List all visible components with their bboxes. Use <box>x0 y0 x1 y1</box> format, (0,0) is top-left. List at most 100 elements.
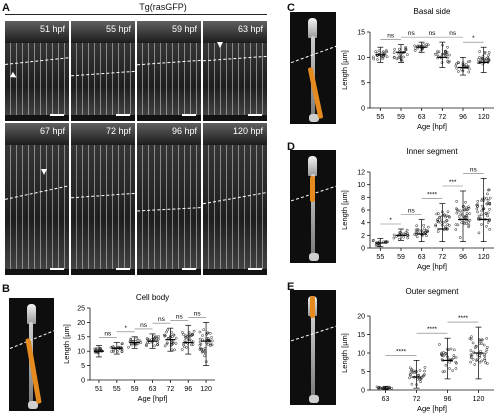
data-point <box>156 340 160 344</box>
x-axis-label: Age [hpf] <box>417 122 447 131</box>
data-point <box>486 192 489 196</box>
x-tick-label: 51 <box>95 386 103 393</box>
data-point <box>480 342 483 345</box>
data-point <box>480 199 483 203</box>
data-point <box>465 215 469 219</box>
data-point <box>165 330 168 334</box>
timepoint-label: 51 hpf <box>39 24 65 34</box>
data-point <box>205 332 208 336</box>
scale-bar <box>50 268 64 270</box>
data-point <box>448 60 451 63</box>
data-point <box>202 328 206 332</box>
data-point <box>170 331 173 334</box>
data-point <box>487 218 491 222</box>
y-tick-label: 0 <box>81 378 85 385</box>
data-point <box>423 366 427 369</box>
data-point <box>409 368 413 372</box>
data-point <box>385 55 389 59</box>
data-point <box>480 223 483 226</box>
data-point <box>153 337 157 340</box>
data-point <box>446 60 449 63</box>
micrograph-120hpf: 120 hpf <box>203 123 267 275</box>
data-point <box>468 59 472 63</box>
data-point <box>418 369 422 372</box>
data-point <box>483 357 487 361</box>
panel-a-title-rule <box>5 14 267 15</box>
data-point <box>112 350 115 353</box>
data-point <box>417 373 421 377</box>
data-point <box>468 212 471 216</box>
data-point <box>448 360 451 364</box>
data-point <box>127 345 130 349</box>
data-point <box>434 224 438 228</box>
y-tick-label: 12 <box>357 170 365 177</box>
data-point <box>465 222 469 225</box>
data-point <box>486 211 490 215</box>
data-point <box>448 215 451 219</box>
significance-label: ns <box>387 33 395 40</box>
data-point <box>392 236 396 240</box>
cone-image-cell-body <box>9 298 54 411</box>
data-point <box>457 70 460 73</box>
data-point <box>448 367 451 370</box>
data-point <box>174 336 178 340</box>
data-point <box>487 58 491 62</box>
data-point <box>206 331 210 335</box>
data-point <box>181 331 184 334</box>
data-point <box>377 386 381 389</box>
x-axis-label: Age [hpf] <box>417 404 447 413</box>
data-point <box>446 223 450 226</box>
significance-label: *** <box>449 179 457 186</box>
data-point <box>459 209 462 213</box>
data-point <box>423 369 426 373</box>
data-point <box>198 330 202 334</box>
data-point <box>433 52 437 56</box>
y-axis-label: Length [µm] <box>62 324 71 364</box>
data-point <box>478 355 482 359</box>
data-point <box>416 228 419 231</box>
data-point <box>408 376 411 380</box>
data-point <box>440 353 444 357</box>
micrograph-96hpf: 96 hpf <box>137 123 201 275</box>
data-point <box>476 205 479 208</box>
data-point <box>479 213 483 217</box>
data-point <box>451 369 454 372</box>
data-point <box>449 347 453 351</box>
y-tick-label: 0 <box>361 246 365 253</box>
data-point <box>210 339 214 343</box>
panel-b-label: B <box>2 283 10 295</box>
data-point <box>483 358 487 362</box>
y-tick-label: 10 <box>357 55 365 62</box>
data-point <box>378 385 382 389</box>
data-point <box>455 361 458 365</box>
data-point <box>474 359 478 362</box>
x-tick-label: 59 <box>397 254 405 261</box>
significance-label: **** <box>427 192 438 199</box>
data-point <box>138 339 142 343</box>
x-tick-label: 120 <box>200 386 212 393</box>
data-point <box>381 51 385 55</box>
significance-label: ns <box>408 208 416 215</box>
y-tick-label: 4 <box>361 220 365 227</box>
data-point <box>402 235 405 239</box>
data-point <box>180 348 184 351</box>
data-point <box>173 348 176 352</box>
data-point <box>464 63 468 66</box>
y-tick-label: 20 <box>77 320 85 327</box>
x-tick-label: 120 <box>478 254 490 261</box>
data-point <box>174 342 178 345</box>
data-point <box>94 347 98 351</box>
data-point <box>170 342 174 346</box>
data-point <box>454 64 458 68</box>
timepoint-label: 63 hpf <box>237 24 263 34</box>
data-point <box>393 48 396 51</box>
highlight-segment <box>25 338 42 404</box>
data-point <box>436 230 440 233</box>
data-point <box>486 198 490 202</box>
data-point <box>425 43 428 46</box>
y-tick-label: 10 <box>357 182 365 189</box>
data-point <box>210 336 213 339</box>
significance-label: **** <box>396 348 407 355</box>
data-point <box>377 49 381 53</box>
data-point <box>469 349 473 352</box>
